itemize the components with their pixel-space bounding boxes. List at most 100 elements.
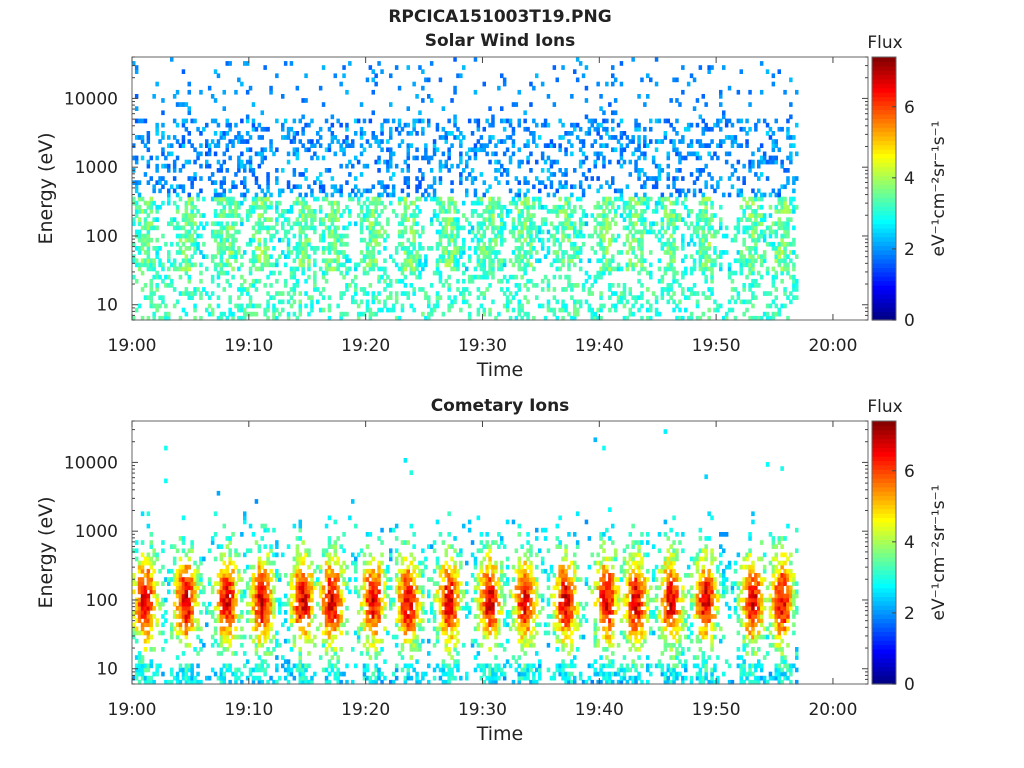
heatmap-cell — [286, 667, 291, 673]
heatmap-cell — [187, 548, 191, 554]
heatmap-cell — [482, 180, 486, 185]
heatmap-cell — [222, 287, 226, 292]
heatmap-cell — [611, 254, 615, 259]
heatmap-cell — [573, 122, 577, 128]
heatmap-cell — [377, 139, 381, 144]
heatmap-cell — [362, 188, 367, 194]
heatmap-cell — [500, 217, 504, 222]
heatmap-cell — [432, 196, 437, 202]
heatmap-cell — [494, 176, 498, 181]
heatmap-cell — [619, 266, 624, 272]
heatmap-cell — [196, 671, 200, 677]
heatmap-cell — [321, 287, 326, 292]
heatmap-cell — [234, 675, 238, 681]
heatmap-cell — [561, 172, 565, 177]
heatmap-cell — [164, 597, 168, 603]
heatmap-cell — [187, 278, 191, 284]
heatmap-cell — [619, 135, 624, 140]
heatmap-cell — [520, 258, 524, 264]
heatmap-cell — [748, 299, 752, 305]
heatmap-cell — [205, 163, 209, 169]
heatmap-cell — [377, 250, 381, 255]
heatmap-cell — [400, 307, 405, 313]
heatmap-cell — [646, 204, 650, 210]
heatmap-cell — [216, 270, 221, 276]
heatmap-cell — [573, 262, 577, 268]
heatmap-cell — [316, 299, 320, 305]
heatmap-cell — [175, 299, 180, 305]
heatmap-cell — [511, 295, 516, 300]
heatmap-cell — [473, 176, 478, 181]
heatmap-cell — [275, 642, 279, 648]
heatmap-cell — [447, 221, 451, 227]
heatmap-cell — [491, 118, 495, 124]
heatmap-cell — [654, 180, 659, 185]
heatmap-cell — [757, 270, 761, 276]
heatmap-cell — [695, 233, 700, 239]
heatmap-cell — [546, 278, 551, 284]
heatmap-cell — [590, 213, 594, 218]
heatmap-cell — [476, 262, 481, 268]
heatmap-cell — [698, 209, 703, 214]
heatmap-cell — [187, 585, 191, 591]
heatmap-cell — [248, 204, 253, 210]
heatmap-cell — [593, 274, 597, 280]
heatmap-cell — [175, 675, 180, 681]
heatmap-cell — [558, 204, 562, 210]
heatmap-cell — [359, 225, 364, 231]
heatmap-cell — [146, 262, 151, 268]
heatmap-cell — [599, 151, 603, 157]
heatmap-cell — [245, 659, 250, 664]
heatmap-cell — [573, 69, 577, 74]
heatmap-cell — [137, 577, 142, 582]
heatmap-cell — [260, 200, 264, 206]
heatmap-cell — [266, 307, 270, 313]
heatmap-cell — [722, 110, 726, 116]
heatmap-cell — [240, 180, 244, 185]
heatmap-cell — [210, 642, 215, 648]
heatmap-cell — [552, 287, 557, 292]
heatmap-cell — [526, 262, 530, 268]
heatmap-cell — [570, 184, 574, 190]
heatmap-cell — [313, 287, 317, 292]
heatmap-cell — [213, 237, 218, 243]
heatmap-cell — [608, 295, 612, 300]
heatmap-cell — [152, 614, 156, 619]
heatmap-cell — [751, 188, 755, 194]
heatmap-cell — [511, 274, 516, 280]
heatmap-cell — [298, 229, 302, 235]
heatmap-cell — [368, 188, 373, 194]
heatmap-cell — [774, 139, 778, 144]
heatmap-cell — [152, 589, 156, 595]
heatmap-cell — [611, 200, 615, 206]
heatmap-cell — [713, 246, 717, 251]
heatmap-cell — [178, 250, 183, 255]
heatmap-cell — [301, 262, 305, 268]
heatmap-cell — [435, 217, 440, 222]
heatmap-cell — [608, 262, 612, 268]
heatmap-cell — [590, 307, 594, 313]
heatmap-cell — [143, 667, 148, 673]
heatmap-cell — [143, 679, 148, 685]
colorbar-swatch — [872, 122, 896, 128]
heatmap-cell — [643, 209, 647, 214]
heatmap-cell — [616, 122, 621, 128]
heatmap-cell — [713, 151, 717, 157]
heatmap-cell — [546, 94, 551, 99]
heatmap-cell — [628, 196, 632, 202]
heatmap-cell — [243, 634, 247, 640]
heatmap-cell — [178, 605, 183, 611]
heatmap-cell — [132, 573, 136, 578]
heatmap-cell — [514, 291, 519, 296]
heatmap-cell — [254, 667, 259, 673]
heatmap-cell — [275, 200, 279, 206]
heatmap-cell — [149, 675, 153, 681]
heatmap-cell — [330, 266, 335, 272]
heatmap-cell — [155, 601, 159, 607]
heatmap-cell — [625, 262, 630, 268]
heatmap-cell — [397, 233, 402, 239]
heatmap-cell — [640, 241, 644, 247]
heatmap-cell — [470, 200, 475, 206]
heatmap-cell — [739, 250, 743, 255]
heatmap-cell — [193, 675, 197, 681]
